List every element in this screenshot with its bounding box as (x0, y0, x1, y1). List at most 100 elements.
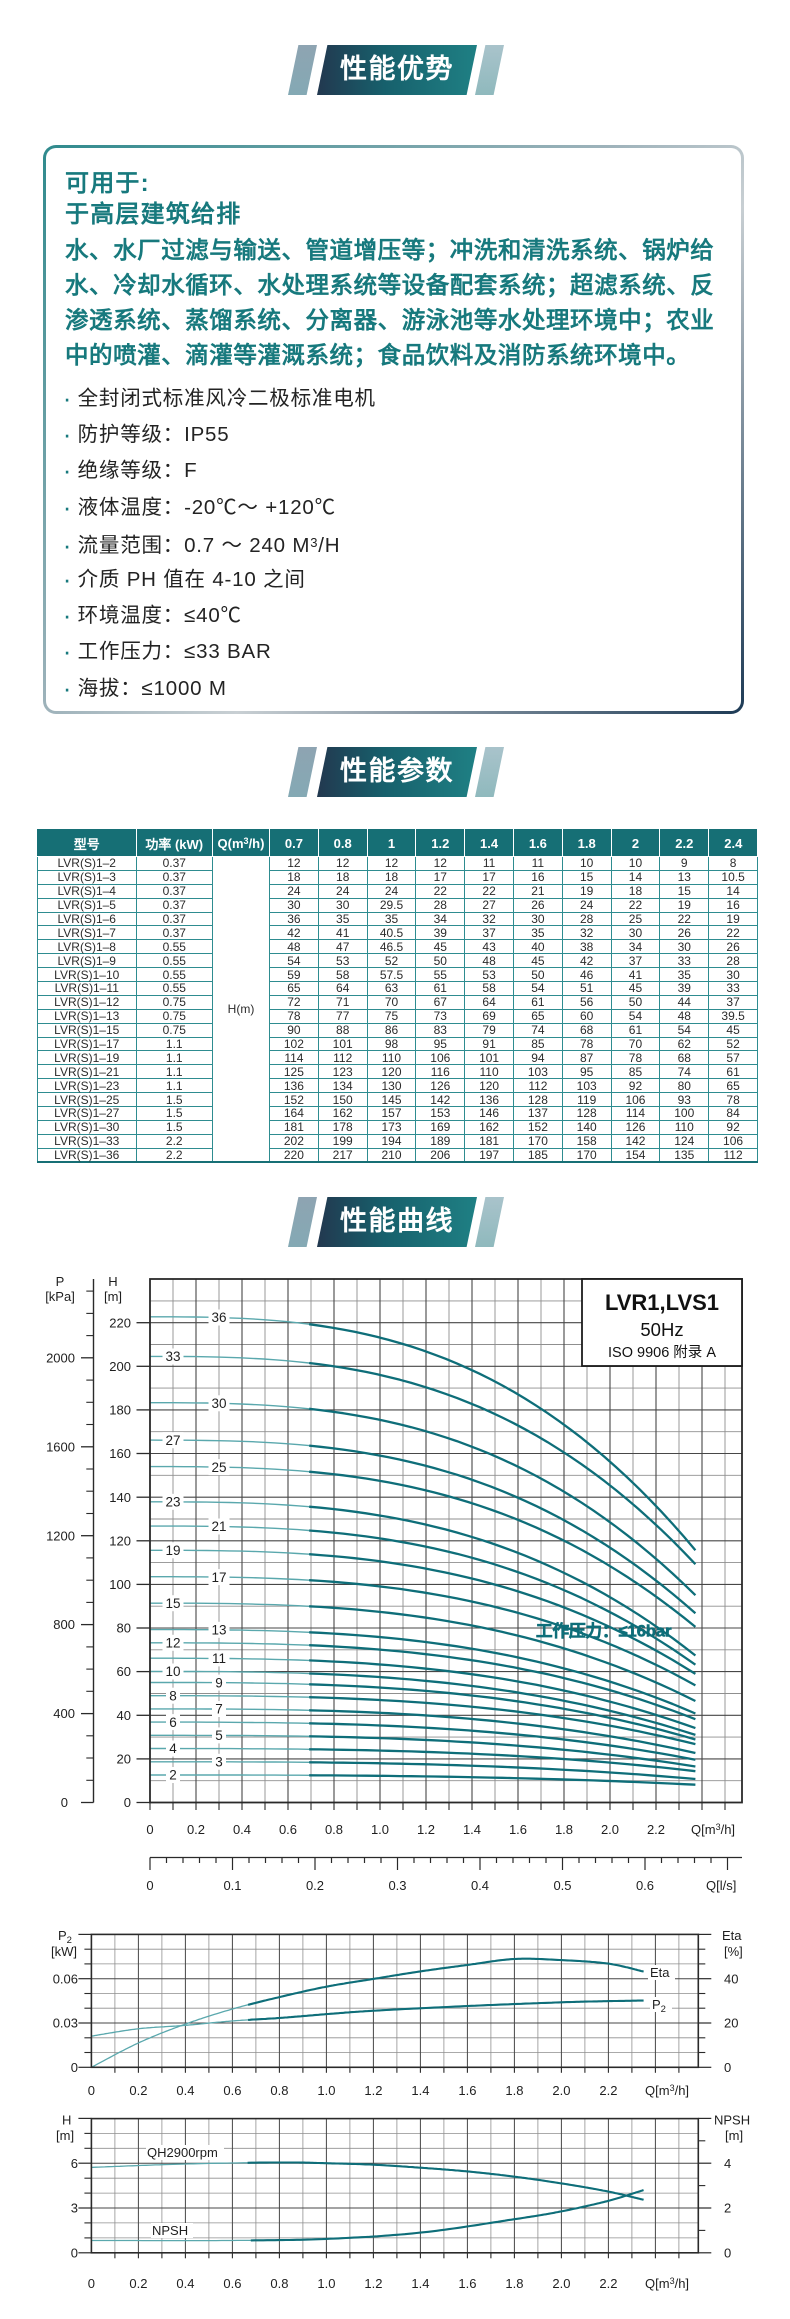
svg-text:2.0: 2.0 (601, 1822, 619, 1837)
svg-text:0: 0 (71, 2060, 78, 2075)
svg-text:2.2: 2.2 (647, 1822, 665, 1837)
svg-text:180: 180 (109, 1403, 131, 1418)
svg-text:1.6: 1.6 (458, 2276, 476, 2291)
svg-text:5: 5 (215, 1728, 223, 1743)
svg-text:20: 20 (724, 2016, 738, 2031)
svg-text:0.2: 0.2 (306, 1878, 324, 1893)
svg-text:0: 0 (88, 2083, 95, 2098)
svg-text:9: 9 (215, 1675, 223, 1690)
svg-text:2: 2 (169, 1768, 177, 1783)
svg-text:2000: 2000 (46, 1350, 75, 1365)
svg-text:Q[m3/h]: Q[m3/h] (691, 1822, 735, 1837)
svg-text:2.0: 2.0 (552, 2083, 570, 2098)
svg-text:1.0: 1.0 (371, 1822, 389, 1837)
svg-text:1.4: 1.4 (463, 1822, 481, 1837)
svg-text:80: 80 (117, 1621, 131, 1636)
svg-text:120: 120 (109, 1533, 131, 1548)
svg-text:6: 6 (71, 2156, 78, 2171)
svg-text:NPSH: NPSH (714, 2113, 750, 2128)
svg-text:19: 19 (165, 1543, 180, 1558)
svg-text:0.2: 0.2 (129, 2276, 147, 2291)
svg-text:0.5: 0.5 (553, 1878, 571, 1893)
svg-text:13: 13 (211, 1623, 226, 1638)
svg-text:[kW]: [kW] (51, 1944, 77, 1959)
svg-text:21: 21 (211, 1519, 226, 1534)
svg-text:0.2: 0.2 (187, 1822, 205, 1837)
svg-text:Eta: Eta (650, 1965, 670, 1980)
svg-text:17: 17 (211, 1570, 226, 1585)
svg-text:2: 2 (724, 2201, 731, 2216)
svg-text:400: 400 (53, 1706, 75, 1721)
svg-text:0.3: 0.3 (388, 1878, 406, 1893)
svg-text:3: 3 (215, 1755, 223, 1770)
svg-text:0: 0 (146, 1822, 153, 1837)
svg-text:100: 100 (109, 1577, 131, 1592)
svg-text:2.2: 2.2 (599, 2083, 617, 2098)
svg-text:Q[m3/h]: Q[m3/h] (645, 2276, 689, 2291)
svg-text:40: 40 (117, 1708, 131, 1723)
svg-text:1.0: 1.0 (317, 2083, 335, 2098)
svg-text:0: 0 (88, 2276, 95, 2291)
svg-text:0: 0 (724, 2060, 731, 2075)
svg-text:0.06: 0.06 (53, 1971, 78, 1986)
svg-text:0.6: 0.6 (223, 2083, 241, 2098)
svg-text:140: 140 (109, 1490, 131, 1505)
svg-text:1.8: 1.8 (555, 1822, 573, 1837)
svg-text:1600: 1600 (46, 1439, 75, 1454)
svg-text:6: 6 (169, 1715, 177, 1730)
svg-text:0.4: 0.4 (471, 1878, 489, 1893)
svg-text:160: 160 (109, 1446, 131, 1461)
svg-text:1.8: 1.8 (505, 2276, 523, 2291)
svg-text:[m]: [m] (56, 2128, 74, 2143)
svg-text:27: 27 (165, 1433, 180, 1448)
svg-text:2.2: 2.2 (599, 2276, 617, 2291)
svg-text:ISO 9906 附录 A: ISO 9906 附录 A (608, 1344, 716, 1361)
svg-text:0.6: 0.6 (279, 1822, 297, 1837)
svg-text:12: 12 (165, 1636, 180, 1651)
svg-text:LVR1,LVS1: LVR1,LVS1 (605, 1290, 719, 1315)
svg-text:4: 4 (169, 1741, 177, 1756)
svg-text:50Hz: 50Hz (640, 1319, 683, 1340)
svg-text:1.4: 1.4 (411, 2276, 429, 2291)
svg-text:200: 200 (109, 1359, 131, 1374)
svg-text:8: 8 (169, 1688, 177, 1703)
svg-text:QH2900rpm: QH2900rpm (147, 2145, 218, 2160)
svg-text:Q[l/s]: Q[l/s] (706, 1878, 736, 1893)
svg-text:1200: 1200 (46, 1528, 75, 1543)
svg-text:0.4: 0.4 (233, 1822, 251, 1837)
svg-text:0.8: 0.8 (325, 1822, 343, 1837)
svg-text:1.6: 1.6 (458, 2083, 476, 2098)
svg-text:H: H (62, 2113, 71, 2128)
svg-text:20: 20 (117, 1752, 131, 1767)
svg-text:1.0: 1.0 (317, 2276, 335, 2291)
svg-text:0.6: 0.6 (636, 1878, 654, 1893)
svg-text:220: 220 (109, 1315, 131, 1330)
svg-text:11: 11 (212, 1651, 226, 1666)
svg-text:NPSH: NPSH (152, 2223, 188, 2238)
svg-text:0.6: 0.6 (223, 2276, 241, 2291)
svg-text:60: 60 (117, 1664, 131, 1679)
svg-text:36: 36 (211, 1310, 226, 1325)
svg-text:0: 0 (61, 1795, 68, 1810)
svg-text:0.03: 0.03 (53, 2016, 78, 2031)
svg-text:15: 15 (165, 1596, 180, 1611)
svg-text:0: 0 (124, 1795, 131, 1810)
svg-text:H: H (108, 1274, 117, 1289)
svg-text:1.2: 1.2 (364, 2083, 382, 2098)
svg-text:0.8: 0.8 (270, 2083, 288, 2098)
svg-text:0.1: 0.1 (223, 1878, 241, 1893)
svg-text:7: 7 (215, 1702, 223, 1717)
svg-text:1.2: 1.2 (417, 1822, 435, 1837)
svg-text:800: 800 (53, 1617, 75, 1632)
svg-text:[m]: [m] (104, 1289, 122, 1304)
svg-text:Q[m3/h]: Q[m3/h] (645, 2083, 689, 2098)
svg-text:23: 23 (165, 1495, 180, 1510)
svg-text:[m]: [m] (725, 2128, 743, 2143)
svg-text:0.4: 0.4 (176, 2083, 194, 2098)
svg-text:0.4: 0.4 (176, 2276, 194, 2291)
svg-text:25: 25 (211, 1460, 226, 1475)
svg-text:P: P (56, 1274, 65, 1289)
svg-text:40: 40 (724, 1971, 738, 1986)
svg-text:30: 30 (211, 1396, 226, 1411)
svg-text:1.8: 1.8 (505, 2083, 523, 2098)
